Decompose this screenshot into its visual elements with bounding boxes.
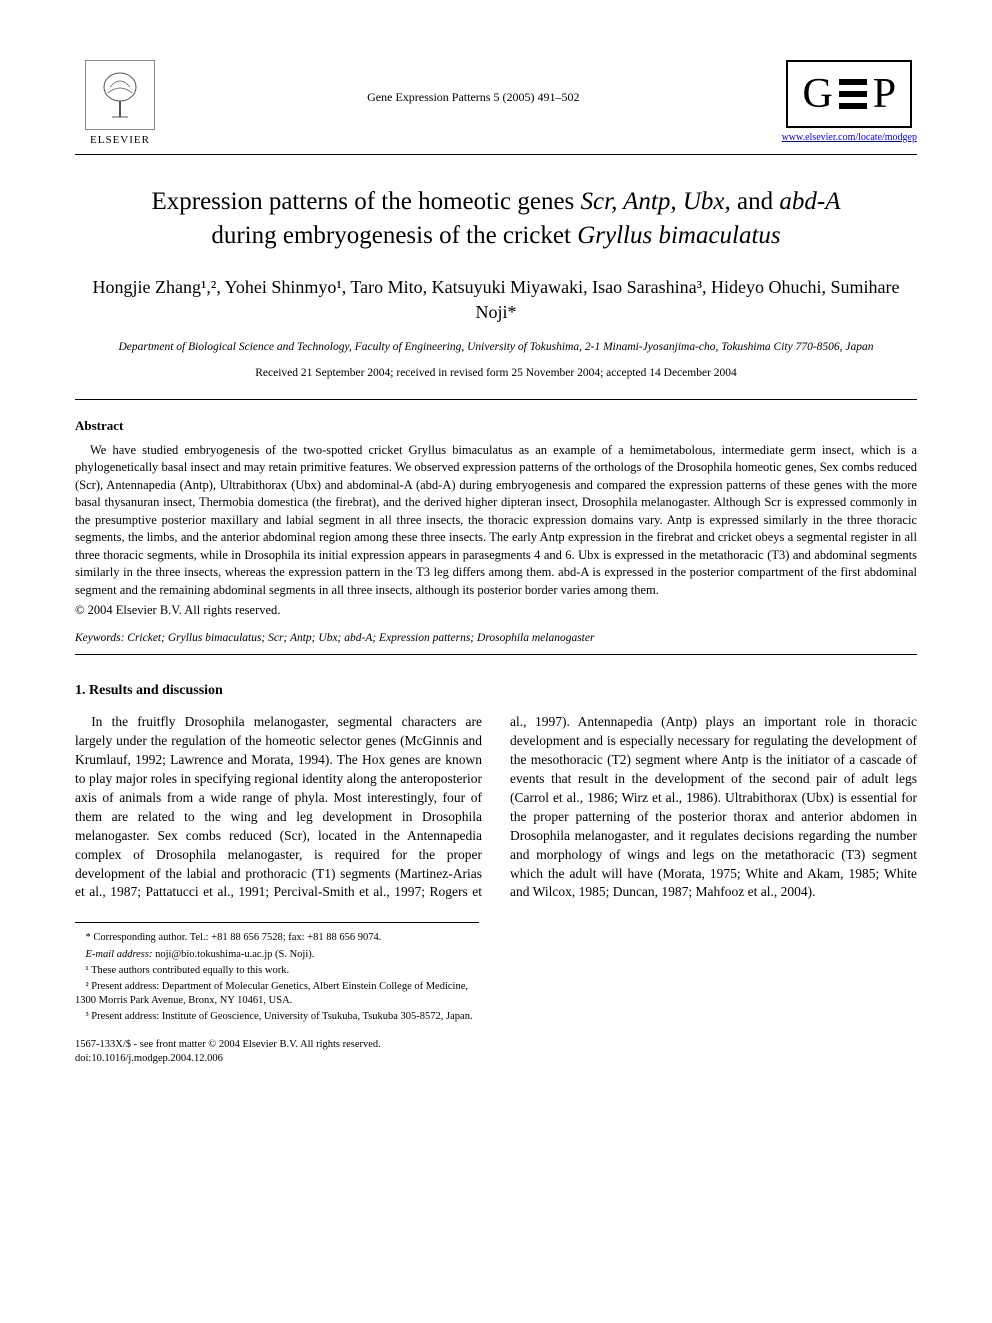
abstract-top-rule [75,399,917,400]
elsevier-text: ELSEVIER [90,134,150,146]
journal-url-link[interactable]: www.elsevier.com/locate/modgep [782,132,917,143]
footer-meta: 1567-133X/$ - see front matter © 2004 El… [75,1038,917,1065]
title-gene2: abd-A [779,188,840,215]
keywords-label: Keywords: [75,632,124,644]
email-value: noji@bio.tokushima-u.ac.jp (S. Noji). [152,949,314,960]
footnote-2: ² Present address: Department of Molecul… [75,980,479,1008]
elsevier-logo: ELSEVIER [75,60,165,146]
footnote-1: ¹ These authors contributed equally to t… [75,964,479,978]
gep-bars-icon [839,79,867,109]
keywords-text: Cricket; Gryllus bimaculatus; Scr; Antp;… [124,632,594,644]
body-columns: In the fruitfly Drosophila melanogaster,… [75,713,917,902]
title-line2-prefix: during embryogenesis of the cricket [211,222,577,249]
article-title: Expression patterns of the homeotic gene… [75,185,917,253]
affiliation: Department of Biological Science and Tec… [75,339,917,355]
section-1-heading: 1. Results and discussion [75,683,917,699]
title-genes: Scr, Antp, Ubx, [581,188,731,215]
keywords: Keywords: Cricket; Gryllus bimaculatus; … [75,632,917,644]
elsevier-tree-icon [85,60,155,130]
abstract-copyright: © 2004 Elsevier B.V. All rights reserved… [75,603,917,618]
section-1-para: In the fruitfly Drosophila melanogaster,… [75,713,917,902]
title-mid: and [731,188,780,215]
footnote-email: E-mail address: noji@bio.tokushima-u.ac.… [75,948,479,962]
footnotes: * Corresponding author. Tel.: +81 88 656… [75,922,479,1024]
email-label: E-mail address: [86,949,153,960]
article-dates: Received 21 September 2004; received in … [75,367,917,379]
gep-logo-block: G P www.elsevier.com/locate/modgep [782,60,917,143]
footnote-3: ³ Present address: Institute of Geoscien… [75,1010,479,1024]
gep-letter-g: G [802,70,832,118]
title-species: Gryllus bimaculatus [577,222,780,249]
abstract-bottom-rule [75,654,917,655]
header-rule [75,154,917,155]
abstract-body: We have studied embryogenesis of the two… [75,442,917,600]
footnote-corresponding: * Corresponding author. Tel.: +81 88 656… [75,931,479,945]
journal-citation: Gene Expression Patterns 5 (2005) 491–50… [165,60,782,105]
gep-logo: G P [786,60,912,128]
author-list: Hongjie Zhang¹,², Yohei Shinmyo¹, Taro M… [75,275,917,325]
abstract-heading: Abstract [75,418,917,434]
gep-letter-p: P [873,70,896,118]
doi-line: doi:10.1016/j.modgep.2004.12.006 [75,1052,917,1066]
page-header: ELSEVIER Gene Expression Patterns 5 (200… [75,60,917,146]
issn-line: 1567-133X/$ - see front matter © 2004 El… [75,1038,917,1052]
title-prefix: Expression patterns of the homeotic gene… [151,188,580,215]
